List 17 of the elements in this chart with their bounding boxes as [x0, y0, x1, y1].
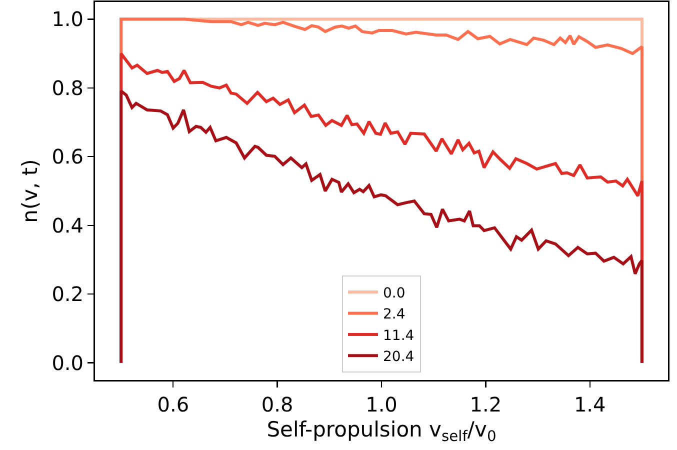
y-tick-label: 0.0 — [52, 350, 84, 375]
x-tick-label: 1.4 — [574, 392, 606, 416]
y-tick-label: 0.6 — [52, 144, 84, 169]
legend-label: 0.0 — [383, 286, 406, 302]
x-axis-title: Self-propulsion v$_{self}$/v$_{0}$ — [266, 417, 496, 445]
legend-label: 20.4 — [383, 349, 414, 366]
x-tick-label: 0.6 — [157, 392, 190, 416]
x-tick-label: 1.2 — [470, 392, 502, 416]
x-tick-label: 0.8 — [261, 392, 294, 416]
legend-label: 2.4 — [383, 306, 406, 323]
y-tick-label: 1.0 — [52, 7, 84, 32]
y-axis-title: n(v, t) — [18, 159, 42, 223]
y-tick-label: 0.2 — [52, 282, 84, 306]
y-tick-label: 0.4 — [52, 213, 84, 238]
x-tick-label: 1.0 — [366, 392, 398, 416]
legend-label: 11.4 — [383, 328, 414, 344]
y-tick-label: 0.8 — [52, 76, 84, 100]
